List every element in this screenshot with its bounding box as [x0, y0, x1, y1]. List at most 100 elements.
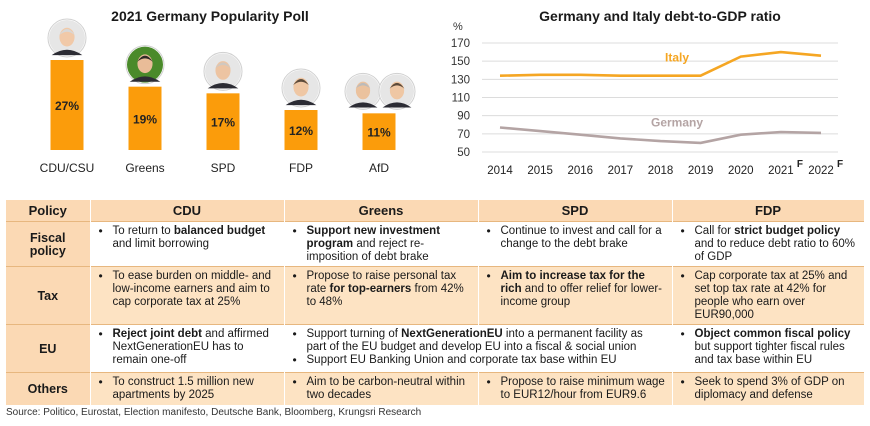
row-label: Fiscal policy — [6, 221, 91, 267]
table-cell: Call for strict budget policy and to red… — [672, 221, 865, 267]
cell-text: To ease burden on middle- and low-income… — [112, 270, 272, 308]
row-label: Others — [6, 372, 91, 405]
cell-text: and affirmed NextGenerationEU has to rem… — [112, 328, 269, 366]
table-cell: To return to balanced budget and limit b… — [90, 221, 285, 267]
cell-text: Cap corporate tax at 25% and set top tax… — [694, 270, 848, 321]
cell-text: and to reduce debt ratio to 60% of GDP — [694, 238, 855, 263]
cell-text: into a permanent facility as part of the… — [306, 328, 643, 353]
cell-text: Continue to invest and call for a change… — [500, 225, 662, 250]
bar-value-label: 19% — [133, 112, 157, 126]
bullet-list: Aim to be carbon-neutral within two deca… — [291, 376, 472, 402]
bar-spd — [206, 93, 240, 150]
cell-text: Propose to raise personal tax rate — [306, 270, 457, 295]
cell-text: but support tighter fiscal rules and tax… — [694, 341, 845, 366]
x-tick-label: 2022 — [808, 165, 834, 177]
y-tick-label: 90 — [457, 111, 470, 123]
bar-fdp — [284, 110, 318, 150]
cell-text: Support EU Banking Union and corporate t… — [306, 354, 617, 366]
bullet-list: Call for strict budget policy and to red… — [679, 225, 858, 264]
table-row: Tax To ease burden on middle- and low-inc… — [6, 266, 865, 325]
bullet-list: Seek to spend 3% of GDP on diplomacy and… — [679, 376, 858, 402]
highlighted-text: NextGenerationEU — [401, 328, 503, 340]
y-tick-label: 150 — [451, 56, 470, 68]
table-cell: To ease burden on middle- and low-income… — [90, 266, 285, 325]
y-tick-label: 110 — [452, 93, 470, 105]
cell-text: Propose to raise minimum wage to EUR12/h… — [500, 376, 665, 401]
cell-text: To return to — [112, 225, 174, 237]
bullet-list: To return to balanced budget and limit b… — [97, 225, 278, 251]
afd-leaders-portrait-left — [344, 72, 382, 110]
bullet-item: Support turning of NextGenerationEU into… — [293, 328, 666, 354]
source-note: Source: Politico, Eurostat, Election man… — [6, 407, 422, 418]
x-tick-label: 2014 — [487, 165, 513, 177]
cell-text: Call for — [694, 225, 735, 237]
header-policy: Policy — [6, 200, 91, 222]
bullet-item: Aim to increase tax for the rich and to … — [487, 270, 666, 309]
bullet-list: Support new investment program and rejec… — [291, 225, 472, 264]
afd-leaders-portrait-right — [378, 72, 416, 110]
forecast-marker: F — [837, 159, 843, 170]
highlighted-text: balanced budget — [173, 225, 266, 237]
forecast-marker: F — [797, 159, 803, 170]
debt-chart-title: Germany and Italy debt-to-GDP ratio — [539, 8, 781, 24]
bullet-item: To construct 1.5 million new apartments … — [99, 376, 278, 402]
category-label: CDU/CSU — [40, 161, 95, 175]
x-tick-label: 2016 — [567, 165, 593, 177]
table-row: Others To construct 1.5 million new apart… — [6, 372, 865, 405]
table-row: EUReject joint debt and affirmed NextGen… — [6, 324, 865, 373]
header-fdp: FDP — [672, 200, 865, 222]
table-cell: To construct 1.5 million new apartments … — [90, 372, 285, 405]
x-tick-label: 2017 — [608, 165, 634, 177]
bar-value-label: 11% — [367, 126, 391, 140]
spd-leader-portrait — [203, 51, 243, 91]
bar-value-label: 17% — [211, 116, 235, 130]
y-axis-unit: % — [453, 21, 463, 33]
highlighted-text: strict budget policy — [734, 225, 841, 237]
x-tick-label: 2021 — [768, 165, 794, 177]
table-cell: Continue to invest and call for a change… — [478, 221, 673, 267]
cell-text: Seek to spend 3% of GDP on diplomacy and… — [694, 376, 845, 401]
bullet-item: To ease burden on middle- and low-income… — [99, 270, 278, 309]
table-row: Fiscal policy To return to balanced budge… — [6, 221, 865, 267]
bar-value-label: 12% — [289, 124, 313, 138]
header-cdu: CDU — [90, 200, 285, 222]
bullet-item: Propose to raise personal tax rate for t… — [293, 270, 472, 309]
cell-text: To construct 1.5 million new apartments … — [112, 376, 254, 401]
table-cell: Support turning of NextGenerationEU into… — [284, 324, 673, 373]
greens-leader-portrait — [125, 45, 165, 85]
cell-text: from 42% to 48% — [306, 283, 464, 308]
y-tick-label: 70 — [457, 129, 470, 141]
series-line-italy — [499, 50, 822, 77]
y-tick-label: 130 — [451, 74, 470, 86]
bullet-item: Seek to spend 3% of GDP on diplomacy and… — [681, 376, 858, 402]
x-tick-label: 2020 — [728, 165, 754, 177]
highlighted-text: Support new investment program — [306, 225, 441, 250]
x-tick-label: 2015 — [527, 165, 553, 177]
cell-text: and reject re-imposition of debt brake — [306, 238, 429, 263]
bar-afd — [362, 113, 396, 150]
table-cell: Support new investment program and rejec… — [284, 221, 479, 267]
bullet-list: Object common fiscal policy but support … — [679, 328, 858, 367]
bullet-item: Reject joint debt and affirmed NextGener… — [99, 328, 278, 367]
highlighted-text: for top-earners — [329, 283, 412, 295]
bar-cducsu — [50, 60, 84, 150]
table-cell: Aim to be carbon-neutral within two deca… — [284, 372, 479, 405]
series-label-italy: Italy — [665, 51, 689, 65]
table-cell: Reject joint debt and affirmed NextGener… — [90, 324, 285, 373]
cell-text: Support turning of — [306, 328, 402, 340]
category-label: AfD — [369, 161, 389, 175]
table-cell: Seek to spend 3% of GDP on diplomacy and… — [672, 372, 865, 405]
bullet-list: Continue to invest and call for a change… — [485, 225, 666, 251]
policy-table: Policy CDU Greens SPD FDP Fiscal policyT… — [6, 200, 865, 405]
bullet-list: Reject joint debt and affirmed NextGener… — [97, 328, 278, 367]
table-cell: Propose to raise minimum wage to EUR12/h… — [478, 372, 673, 405]
cell-text: and limit borrowing — [112, 238, 210, 250]
bullet-list: To ease burden on middle- and low-income… — [97, 270, 278, 309]
bullet-item: Support new investment program and rejec… — [293, 225, 472, 264]
highlighted-text: Aim to increase tax for the rich — [500, 270, 645, 295]
y-tick-label: 50 — [457, 147, 470, 159]
debt-line-chart: % 170 150 130 110 90 70 50 2014 2015 2016 2017 2018 2… — [451, 21, 843, 177]
y-tick-label: 170 — [451, 38, 470, 50]
bullet-item: Propose to raise minimum wage to EUR12/h… — [487, 376, 666, 402]
policy-table-header: Policy CDU Greens SPD FDP — [6, 200, 865, 222]
